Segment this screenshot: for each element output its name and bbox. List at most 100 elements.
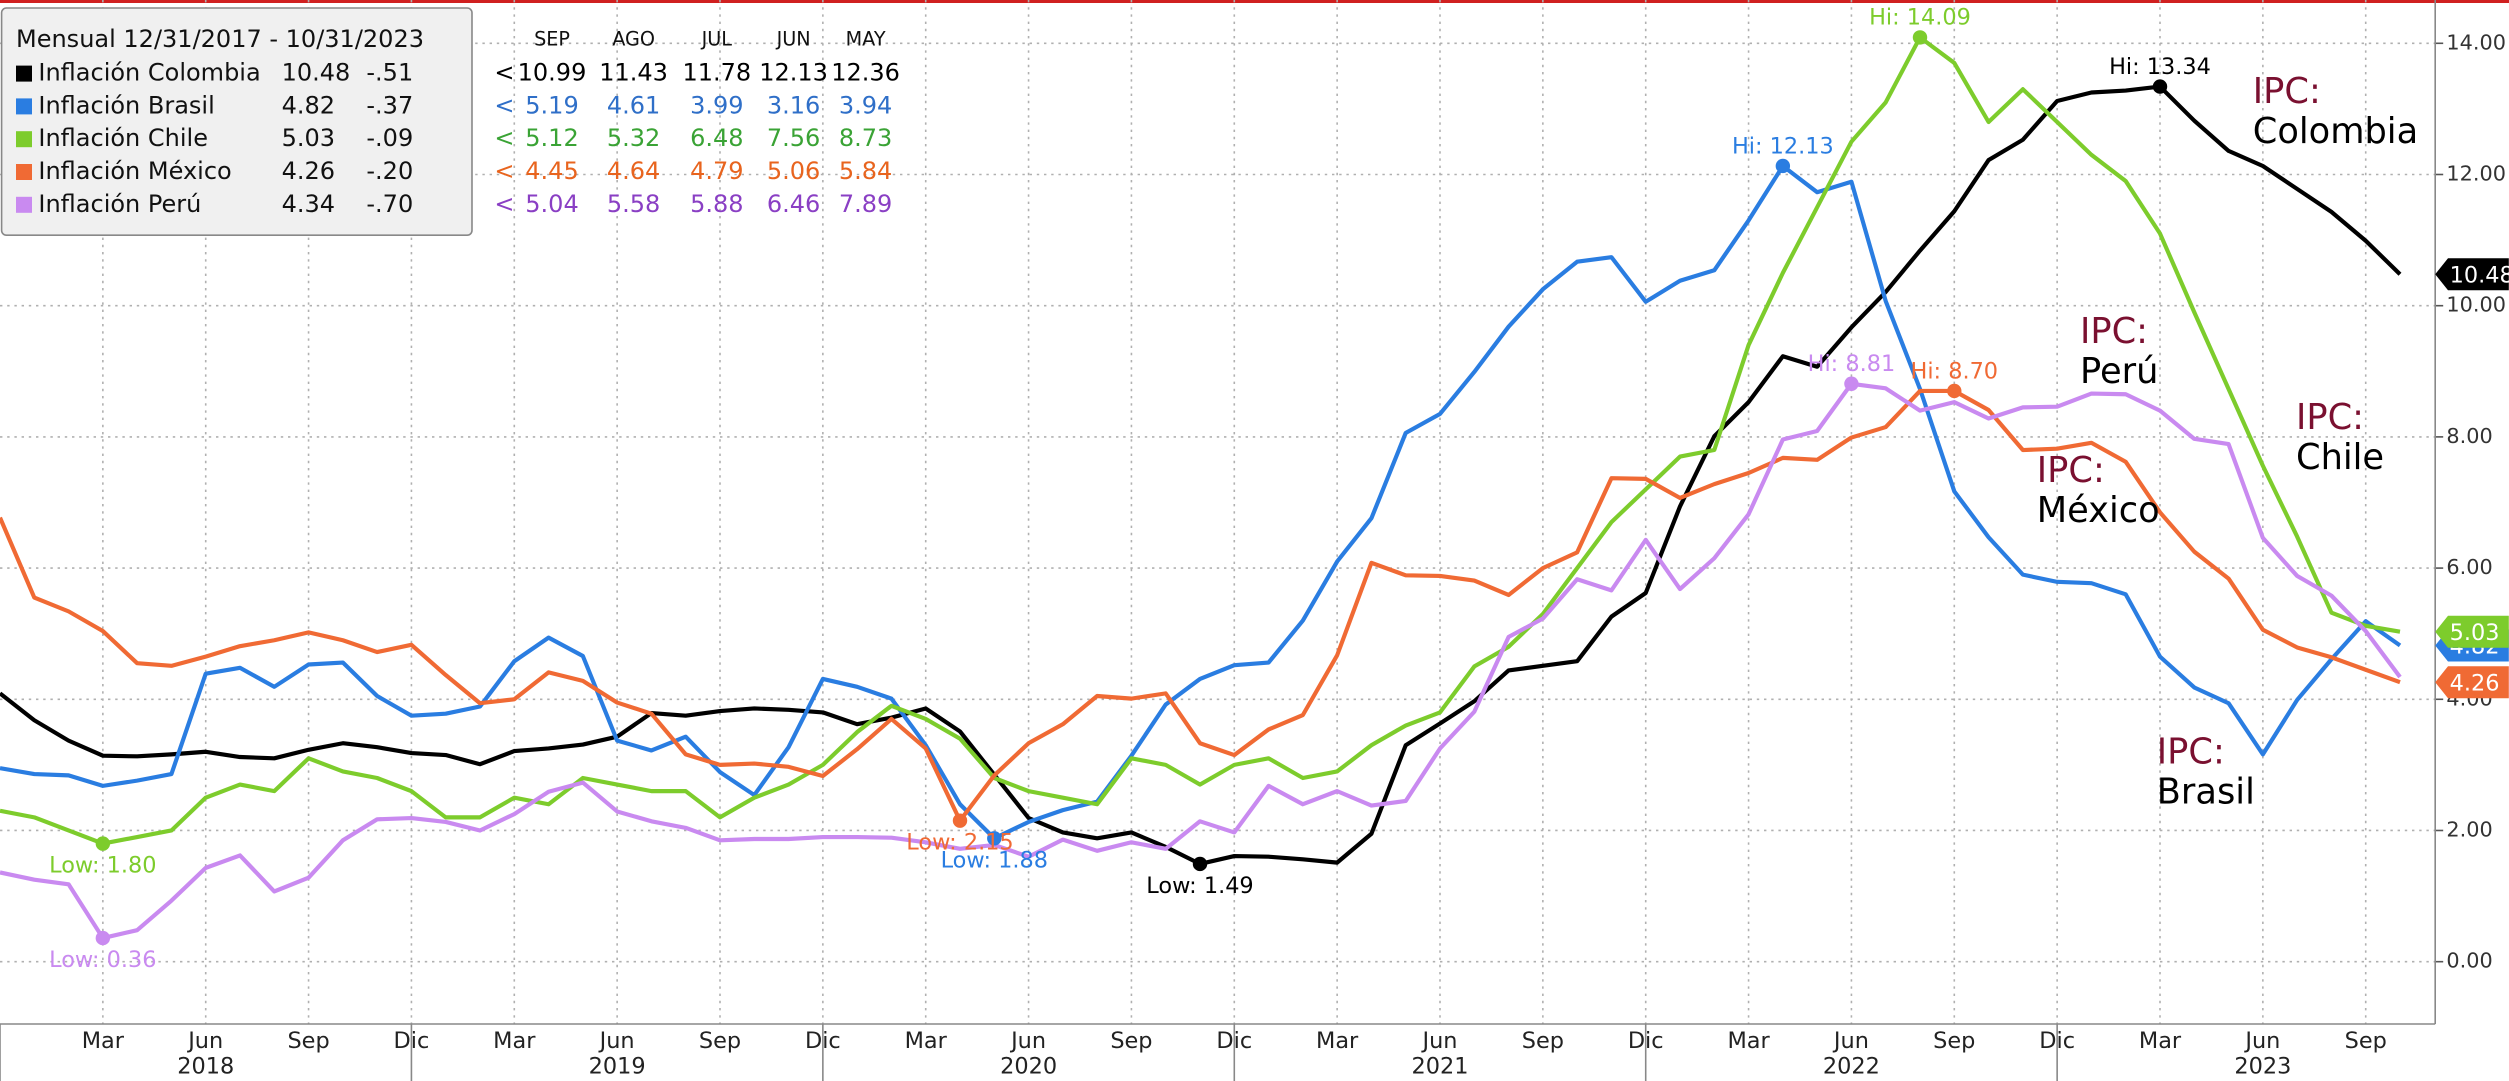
legend-swatch — [16, 65, 32, 82]
table-header: AGO — [612, 28, 655, 51]
table-value: 4.79 — [690, 157, 743, 185]
point-marker — [987, 831, 1002, 846]
axis-tag-label: 4.26 — [2450, 670, 2500, 696]
x-tick-label: Sep — [1933, 1028, 1975, 1054]
point-label: Hi: 8.81 — [1808, 351, 1896, 377]
x-tick-label: Sep — [1522, 1028, 1564, 1054]
table-value: 3.16 — [767, 91, 820, 119]
point-label: Hi: 13.34 — [2109, 54, 2211, 80]
legend-label: Inflación Brasil — [38, 91, 214, 119]
table-value: 5.04 — [525, 190, 578, 218]
year-label: 2020 — [1000, 1054, 1057, 1080]
legend-label: Inflación Chile — [38, 124, 208, 152]
callout-name: Chile — [2296, 437, 2384, 478]
point-label: Hi: 14.09 — [1869, 5, 1971, 31]
x-tick-label: Mar — [2139, 1028, 2182, 1054]
legend-last: 10.48 — [282, 59, 351, 87]
x-tick-label: Jun — [186, 1028, 223, 1054]
table-value: 11.78 — [682, 59, 751, 87]
x-tick-label: Sep — [287, 1028, 329, 1054]
x-tick-label: Jun — [1009, 1028, 1046, 1054]
year-label: 2022 — [1823, 1054, 1880, 1080]
callout-prefix: IPC: — [2253, 71, 2321, 112]
y-tick-label: 10.00 — [2446, 293, 2506, 317]
callout-name: México — [2037, 490, 2160, 531]
legend-swatch — [16, 131, 32, 148]
table-header: JUL — [701, 28, 733, 51]
point-marker — [952, 813, 968, 828]
x-tick-label: Mar — [493, 1028, 536, 1054]
callout-prefix: IPC: — [2157, 732, 2225, 773]
legend-change: -.70 — [366, 190, 413, 218]
point-marker — [2152, 79, 2168, 94]
year-label: 2018 — [177, 1054, 234, 1080]
table-header: SEP — [534, 28, 570, 51]
axis-tag — [2435, 258, 2509, 291]
legend-swatch — [16, 98, 32, 115]
x-tick-label: Jun — [1421, 1028, 1458, 1054]
point-marker — [95, 836, 111, 851]
table-value: 5.19 — [525, 91, 578, 119]
table-value: 4.61 — [607, 91, 660, 119]
point-label: Hi: 8.70 — [1910, 358, 1998, 384]
point-marker — [1844, 376, 1859, 391]
legend-swatch — [16, 164, 32, 180]
point-label: Low: 0.36 — [49, 947, 156, 973]
table-marker: < — [494, 124, 514, 152]
table-value: 12.36 — [831, 59, 900, 87]
table-value: 6.46 — [767, 190, 820, 218]
point-marker — [95, 930, 111, 946]
table-value: 8.73 — [839, 124, 892, 152]
callout-prefix: IPC: — [2037, 450, 2105, 491]
table-value: 7.56 — [767, 124, 820, 152]
callout-prefix: IPC: — [2296, 397, 2364, 438]
x-tick-label: Mar — [1316, 1028, 1359, 1054]
year-label: 2021 — [1412, 1054, 1469, 1080]
table-value: 4.45 — [525, 157, 578, 185]
point-marker — [1775, 158, 1791, 174]
callout-name: Perú — [2080, 351, 2158, 392]
point-marker — [1947, 383, 1962, 399]
x-tick-label: Sep — [699, 1028, 741, 1054]
point-label: Low: 2.15 — [906, 830, 1013, 856]
legend-title: Mensual 12/31/2017 - 10/31/2023 — [16, 25, 424, 53]
table-value: 7.89 — [839, 190, 892, 218]
point-marker — [1192, 856, 1208, 872]
table-value: 5.58 — [607, 190, 660, 218]
series-line — [0, 388, 2401, 823]
y-tick-label: 0.00 — [2446, 949, 2492, 973]
legend-last: 4.82 — [282, 91, 335, 119]
table-marker: < — [494, 91, 514, 119]
x-tick-label: Jun — [2243, 1028, 2280, 1054]
x-tick-label: Mar — [82, 1028, 125, 1054]
callout-prefix: IPC: — [2080, 311, 2148, 352]
table-value: 12.13 — [759, 59, 828, 87]
year-label: 2019 — [589, 1054, 646, 1080]
axis-tag — [2435, 666, 2509, 699]
y-tick-label: 8.00 — [2446, 424, 2492, 448]
x-tick-label: Mar — [1727, 1028, 1770, 1054]
axis-tag-label: 10.48 — [2450, 262, 2509, 288]
table-value: 6.48 — [690, 124, 743, 152]
legend-swatch — [16, 196, 32, 213]
table-value: 3.99 — [690, 91, 743, 119]
y-tick-label: 12.00 — [2446, 161, 2506, 185]
table-value: 5.84 — [839, 157, 892, 185]
legend-label: Inflación Perú — [38, 190, 201, 218]
point-label: Hi: 12.13 — [1732, 133, 1834, 159]
legend-change: -.09 — [366, 124, 413, 152]
legend-box — [0, 7, 473, 237]
table-header: JUN — [776, 28, 811, 51]
table-value: 5.32 — [607, 124, 660, 152]
legend-label: Inflación Colombia — [38, 59, 260, 87]
legend-last: 4.34 — [282, 190, 335, 218]
x-tick-label: Sep — [2345, 1028, 2387, 1054]
legend-last: 4.26 — [282, 157, 335, 185]
point-label: Low: 1.88 — [941, 847, 1048, 873]
y-tick-label: 2.00 — [2446, 817, 2492, 841]
series-line — [0, 381, 2402, 941]
x-tick-label: Jun — [1832, 1028, 1869, 1054]
table-value: 11.43 — [599, 59, 668, 87]
table-value: 4.64 — [607, 157, 660, 185]
